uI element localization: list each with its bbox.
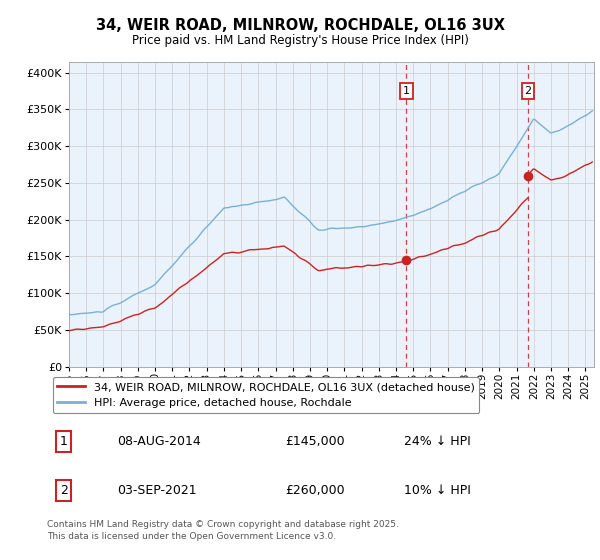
Text: 2: 2 — [524, 86, 532, 96]
Text: £260,000: £260,000 — [285, 484, 344, 497]
Text: 1: 1 — [59, 435, 68, 448]
Text: 03-SEP-2021: 03-SEP-2021 — [118, 484, 197, 497]
Text: 10% ↓ HPI: 10% ↓ HPI — [404, 484, 470, 497]
Text: 1: 1 — [403, 86, 410, 96]
Legend: 34, WEIR ROAD, MILNROW, ROCHDALE, OL16 3UX (detached house), HPI: Average price,: 34, WEIR ROAD, MILNROW, ROCHDALE, OL16 3… — [53, 377, 479, 413]
Text: 34, WEIR ROAD, MILNROW, ROCHDALE, OL16 3UX: 34, WEIR ROAD, MILNROW, ROCHDALE, OL16 3… — [95, 18, 505, 32]
Text: 2: 2 — [59, 484, 68, 497]
Text: Contains HM Land Registry data © Crown copyright and database right 2025.
This d: Contains HM Land Registry data © Crown c… — [47, 520, 399, 542]
Text: Price paid vs. HM Land Registry's House Price Index (HPI): Price paid vs. HM Land Registry's House … — [131, 34, 469, 47]
Text: 08-AUG-2014: 08-AUG-2014 — [118, 435, 202, 448]
Text: 24% ↓ HPI: 24% ↓ HPI — [404, 435, 470, 448]
Text: £145,000: £145,000 — [285, 435, 344, 448]
